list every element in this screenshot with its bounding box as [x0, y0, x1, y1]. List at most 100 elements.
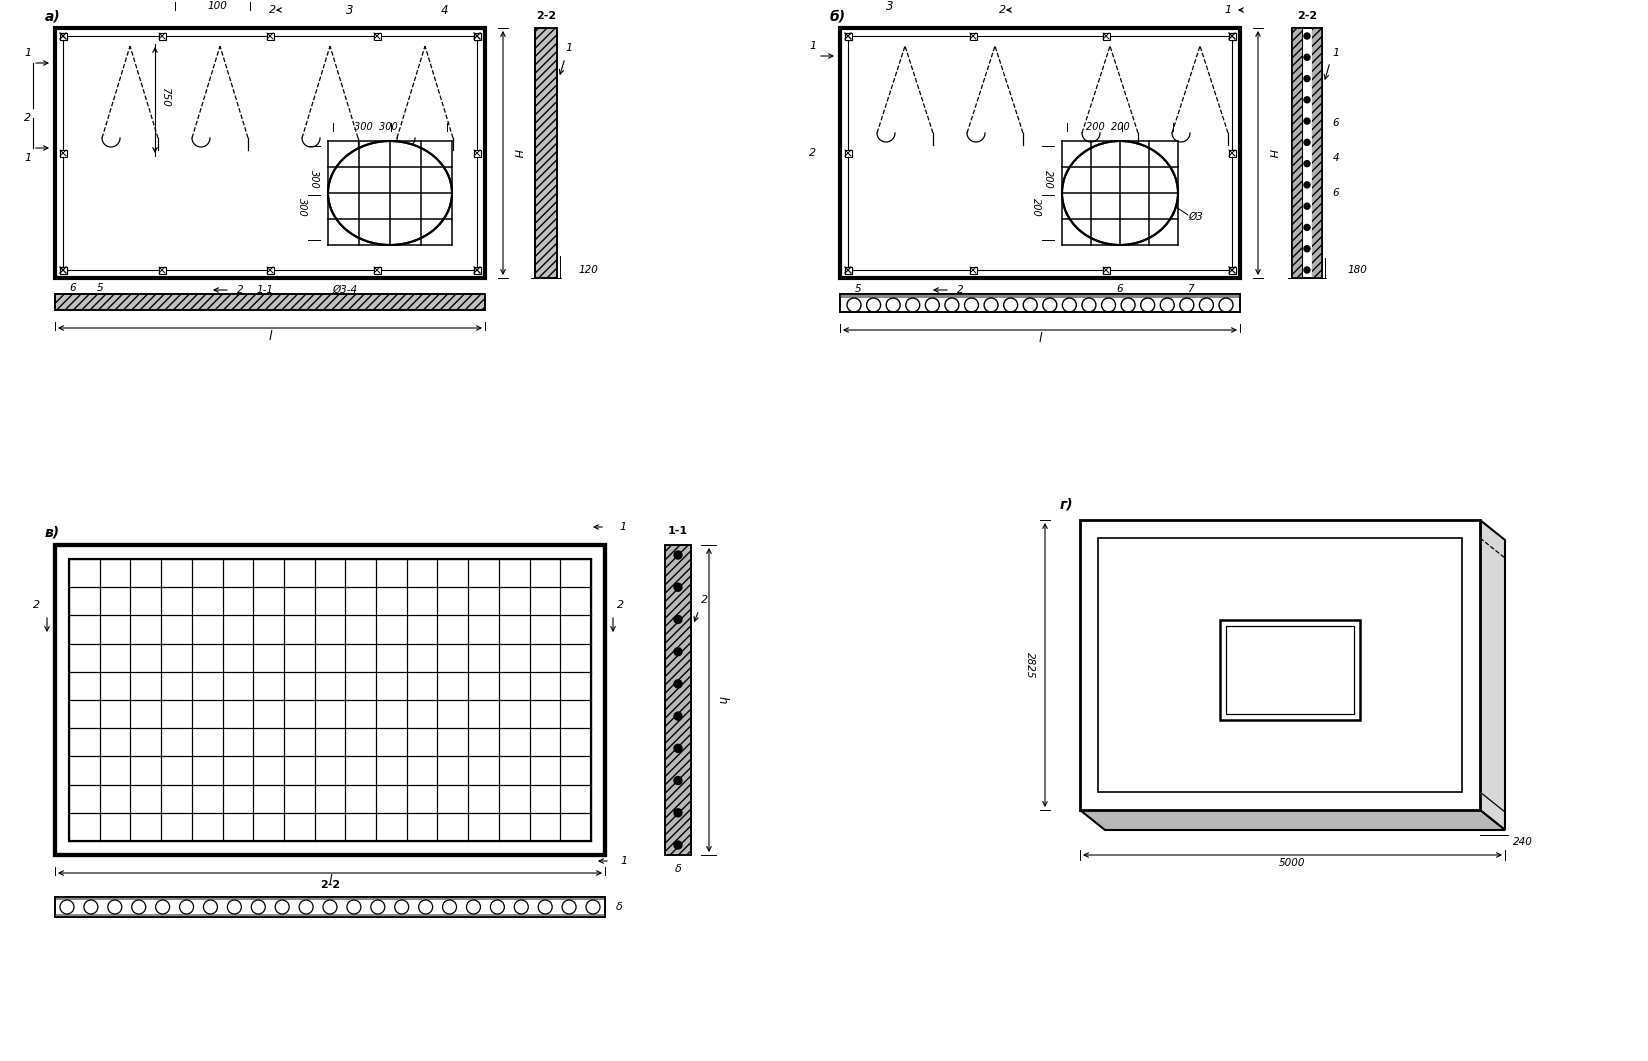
Text: 2: 2 [702, 595, 709, 605]
Text: l: l [1038, 331, 1042, 345]
Bar [475, 267, 481, 274]
Bar [845, 150, 852, 157]
Bar [1220, 620, 1360, 720]
Text: δ: δ [616, 902, 623, 912]
Text: 5: 5 [855, 284, 862, 294]
Text: 2-2: 2-2 [1297, 11, 1317, 21]
Bar [69, 559, 592, 841]
Bar [845, 33, 852, 40]
Circle shape [674, 680, 682, 688]
Text: 750: 750 [160, 87, 170, 107]
Text: Ø3: Ø3 [1188, 212, 1203, 222]
Text: 180: 180 [1348, 265, 1368, 275]
Bar [59, 150, 68, 157]
Circle shape [674, 712, 682, 720]
Text: б): б) [831, 8, 845, 23]
Bar [158, 267, 166, 274]
Circle shape [674, 745, 682, 752]
Text: 1: 1 [565, 44, 572, 53]
Bar [1079, 520, 1480, 810]
Text: 2: 2 [269, 5, 277, 15]
Bar [59, 33, 68, 40]
Text: г): г) [1060, 497, 1073, 511]
Bar [1292, 28, 1302, 278]
Ellipse shape [1061, 141, 1178, 245]
Circle shape [1304, 160, 1310, 167]
Text: 1: 1 [620, 522, 626, 532]
Circle shape [1304, 225, 1310, 230]
Bar [59, 33, 68, 40]
Bar [845, 33, 852, 40]
Bar [54, 294, 485, 310]
Circle shape [1304, 75, 1310, 82]
Bar [54, 897, 605, 917]
Bar [1229, 33, 1236, 40]
Text: 300: 300 [308, 170, 320, 189]
Circle shape [674, 551, 682, 559]
Text: 5: 5 [97, 283, 104, 293]
Text: 7: 7 [1187, 284, 1193, 294]
Polygon shape [1079, 810, 1505, 830]
Circle shape [1304, 97, 1310, 103]
Text: 5000: 5000 [1279, 858, 1305, 868]
Bar [1312, 28, 1322, 278]
Bar [54, 914, 605, 917]
Bar [158, 33, 166, 40]
Circle shape [674, 615, 682, 624]
Ellipse shape [328, 141, 452, 245]
Bar [54, 28, 485, 278]
Bar [475, 33, 481, 40]
Text: 6: 6 [1333, 118, 1340, 128]
Bar [374, 267, 381, 274]
Circle shape [674, 647, 682, 656]
Bar [374, 33, 381, 40]
Text: 2: 2 [618, 601, 625, 610]
Text: 6: 6 [69, 283, 76, 293]
Bar [849, 36, 1233, 269]
Circle shape [1304, 181, 1310, 188]
Text: 120: 120 [578, 265, 598, 275]
Ellipse shape [328, 141, 452, 245]
Text: 1: 1 [809, 41, 816, 51]
Bar [475, 33, 481, 40]
Bar [1226, 626, 1355, 714]
Text: 4: 4 [442, 3, 448, 17]
Text: 3: 3 [346, 3, 354, 17]
Bar [840, 294, 1239, 312]
Bar [971, 267, 977, 274]
Bar [1229, 150, 1236, 157]
Bar [54, 897, 605, 917]
Bar [1229, 33, 1236, 40]
Bar [536, 28, 557, 278]
Text: 100: 100 [208, 1, 227, 11]
Bar [1229, 267, 1236, 274]
Text: 3: 3 [887, 0, 893, 13]
Bar [59, 267, 68, 274]
Text: а): а) [44, 8, 61, 23]
Bar [536, 28, 557, 278]
Circle shape [1304, 118, 1310, 124]
Bar [1103, 33, 1111, 40]
Circle shape [674, 841, 682, 849]
Circle shape [1304, 267, 1310, 273]
Bar [475, 267, 481, 274]
Text: 2-2: 2-2 [320, 880, 339, 890]
Bar [54, 294, 485, 310]
Text: в): в) [44, 526, 59, 540]
Text: 2825: 2825 [1025, 651, 1035, 678]
Bar [267, 33, 274, 40]
Text: 2: 2 [809, 147, 816, 158]
Text: 6: 6 [1333, 188, 1340, 198]
Text: 2: 2 [237, 285, 244, 295]
Text: 1: 1 [25, 48, 31, 58]
Text: h: h [715, 696, 728, 703]
Text: H: H [1267, 149, 1277, 157]
Bar [666, 545, 691, 855]
Text: 2: 2 [999, 5, 1007, 15]
Circle shape [1304, 139, 1310, 145]
Bar [59, 267, 68, 274]
Bar [1292, 28, 1322, 278]
Bar [840, 294, 1239, 312]
Bar [840, 28, 1239, 278]
Text: 200: 200 [1032, 197, 1042, 216]
